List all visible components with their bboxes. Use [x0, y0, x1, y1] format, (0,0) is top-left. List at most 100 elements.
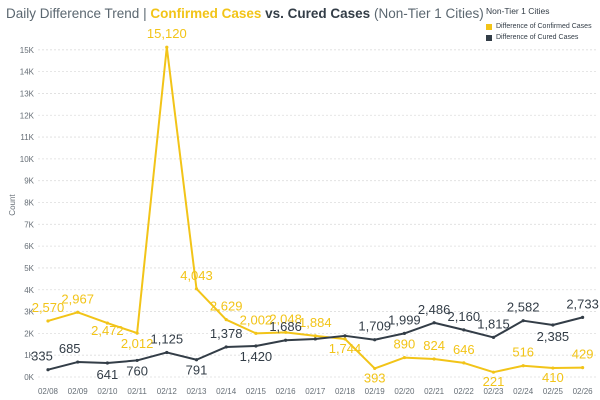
data-point-cured: [135, 358, 139, 363]
data-label-confirmed: 2,570: [32, 300, 65, 315]
data-point-confirmed: [105, 321, 109, 325]
legend-label-cured: Difference of Cured Cases: [496, 34, 579, 41]
y-axis-label: Count: [8, 194, 17, 216]
data-label-cured: 685: [59, 341, 81, 356]
data-point-confirmed: [343, 337, 347, 341]
y-tick-label: 3K: [24, 308, 34, 317]
data-point-confirmed: [581, 366, 585, 370]
data-label-cured: 2,733: [566, 296, 599, 311]
data-label-confirmed: 2,472: [91, 323, 124, 338]
data-point-confirmed: [76, 310, 80, 314]
data-point-confirmed: [402, 355, 406, 360]
data-point-confirmed: [224, 318, 228, 322]
legend-swatch-confirmed: [486, 23, 492, 30]
x-axis: 02/08 02/09 02/10 02/11 02/12 02/13 02/14 02/15…: [38, 387, 593, 396]
y-tick-label: 15K: [20, 46, 35, 55]
x-tick-label: 02/22: [454, 387, 475, 396]
y-tick-label: 8K: [24, 199, 34, 208]
data-label-cured: 791: [186, 363, 208, 378]
data-label-confirmed: 15,120: [147, 26, 187, 41]
data-point-confirmed: [165, 45, 169, 49]
legend-item-confirmed[interactable]: Difference of Confirmed Cases: [486, 23, 592, 30]
data-point-cured: [254, 344, 258, 348]
legend-label-confirmed: Difference of Confirmed Cases: [496, 23, 592, 30]
data-label-confirmed: 516: [512, 345, 534, 360]
y-tick-label: 5K: [24, 264, 34, 273]
data-point-cured: [491, 335, 496, 340]
y-tick-label: 2K: [24, 329, 34, 338]
title-cured: Cured Cases: [287, 6, 371, 21]
y-tick-label: 9K: [24, 177, 34, 186]
y-tick-label: 13K: [20, 89, 35, 98]
data-point-cured: [224, 345, 228, 349]
x-tick-label: 02/21: [424, 387, 445, 396]
data-label-cured: 1,686: [269, 319, 302, 334]
data-label-cured: 2,160: [448, 309, 481, 324]
legend-swatch-cured: [486, 34, 492, 41]
x-tick-label: 02/09: [68, 387, 89, 396]
data-point-cured: [313, 337, 317, 341]
data-label-confirmed: 2,012: [121, 336, 154, 351]
data-point-confirmed: [194, 287, 199, 291]
x-tick-label: 02/16: [276, 387, 297, 396]
data-point-confirmed: [432, 357, 436, 361]
data-point-cured: [551, 323, 555, 327]
title-main: Daily Difference Trend: [6, 6, 140, 21]
data-point-confirmed: [462, 361, 466, 365]
data-label-confirmed: 646: [453, 342, 475, 357]
data-label-cured: 1,999: [388, 312, 421, 327]
data-point-confirmed: [135, 331, 139, 335]
y-tick-label: 10K: [20, 155, 35, 164]
data-point-confirmed: [521, 364, 525, 368]
data-label-confirmed: 1,744: [329, 341, 362, 356]
data-point-cured: [402, 331, 406, 335]
data-label-confirmed: 1,884: [299, 315, 332, 330]
x-tick-label: 02/10: [97, 387, 118, 396]
data-label-cured: 2,385: [537, 329, 570, 344]
data-label-cured: 2,582: [507, 300, 540, 315]
data-label-cured: 1,125: [151, 331, 184, 346]
legend-item-cured[interactable]: Difference of Cured Cases: [486, 34, 592, 41]
data-point-confirmed: [254, 331, 258, 335]
x-tick-label: 02/13: [186, 387, 207, 396]
legend-title: Non-Tier 1 Cities: [486, 6, 550, 16]
data-label-confirmed: 410: [542, 370, 564, 385]
data-point-cured: [165, 350, 169, 355]
x-tick-label: 02/19: [365, 387, 386, 396]
title-separator: |: [139, 6, 151, 21]
data-label-confirmed: 2,002: [240, 312, 273, 327]
x-tick-label: 02/17: [305, 387, 326, 396]
y-tick-label: 14K: [20, 68, 35, 77]
data-label-confirmed: 2,967: [61, 291, 94, 306]
legend: Non-Tier 1 Cities Difference of Confirme…: [486, 6, 592, 45]
data-label-cured: 1,815: [477, 316, 510, 331]
y-tick-label: 7K: [24, 220, 34, 229]
data-point-cured: [343, 334, 347, 338]
data-point-cured: [105, 361, 109, 365]
data-label-confirmed: 4,043: [180, 268, 213, 283]
x-tick-label: 02/11: [127, 387, 147, 396]
data-point-confirmed: [373, 366, 377, 371]
x-tick-label: 02/25: [543, 387, 564, 396]
y-tick-label: 0K: [24, 373, 34, 382]
data-label-confirmed: 2,048: [269, 311, 302, 326]
data-label-cured: 1,709: [358, 319, 391, 334]
data-point-cured: [462, 328, 466, 332]
x-tick-label: 02/14: [216, 387, 237, 396]
x-tick-label: 02/18: [335, 387, 356, 396]
title-confirmed: Confirmed Cases: [150, 6, 262, 21]
y-tick-label: 12K: [20, 111, 35, 120]
data-label-confirmed: 890: [394, 337, 416, 352]
data-label-cured: 1,420: [240, 349, 273, 364]
data-point-cured: [581, 315, 585, 319]
x-tick-label: 02/23: [483, 387, 504, 396]
x-tick-label: 02/26: [573, 387, 594, 396]
title-subtitle: (Non-Tier 1 Cities): [370, 6, 484, 21]
series-markers-confirmed: [46, 45, 585, 374]
data-label-confirmed: 221: [483, 374, 505, 389]
data-point-cured: [432, 321, 436, 325]
y-axis: 0K 1K 2K 3K 4K 5K 6K 7K 8K 9K 10K 11K 12K 13K 14K 15K: [20, 46, 35, 382]
y-gridlines: [38, 49, 598, 378]
x-tick-label: 02/20: [394, 387, 415, 396]
